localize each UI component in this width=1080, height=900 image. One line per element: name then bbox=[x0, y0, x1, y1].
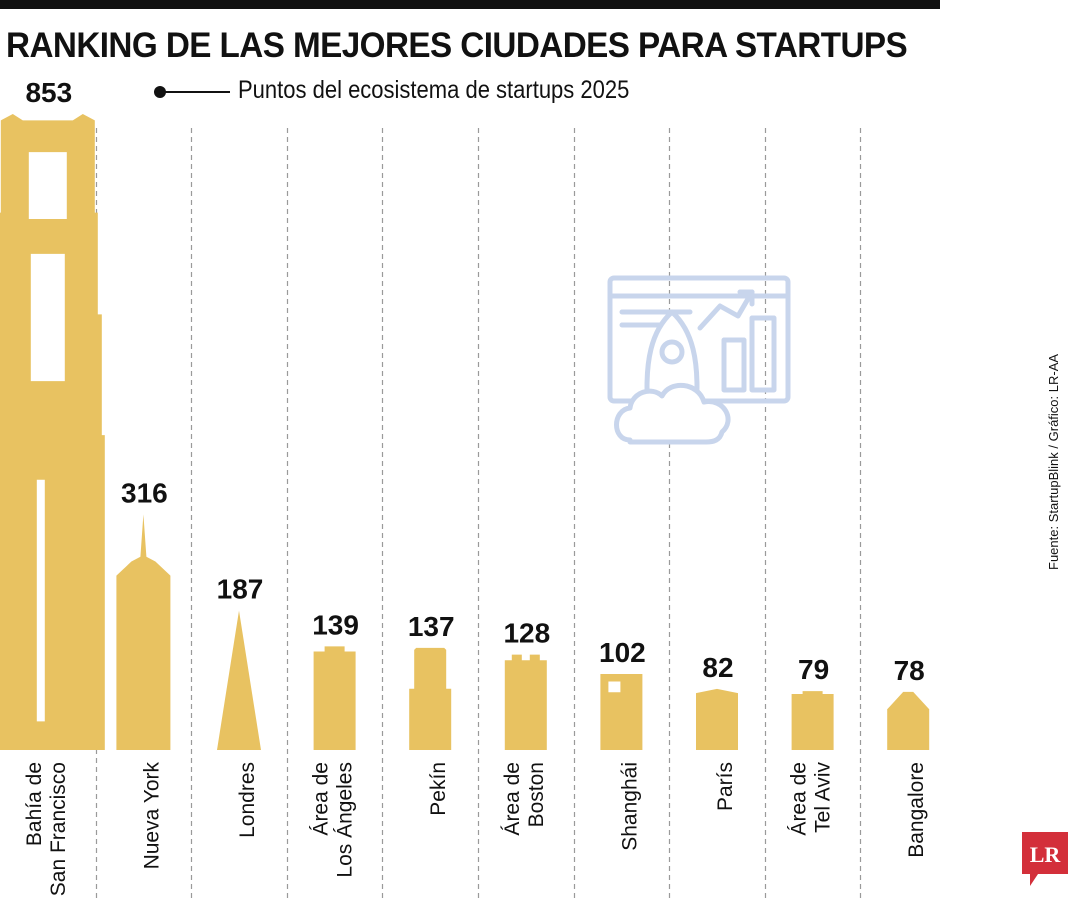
legend-line bbox=[164, 91, 230, 93]
category-label: Nueva York bbox=[140, 762, 163, 870]
category-label: Área deBoston bbox=[501, 762, 548, 836]
category-label: Pekín bbox=[427, 762, 450, 816]
bar bbox=[409, 647, 452, 750]
legend: Puntos del ecosistema de startups 2025 bbox=[0, 72, 760, 112]
startup-illustration bbox=[607, 275, 791, 445]
top-rule bbox=[0, 0, 940, 9]
category-label-line: Bangalore bbox=[905, 762, 928, 858]
category-label-line: Shanghái bbox=[618, 762, 641, 851]
legend-marker-icon bbox=[154, 86, 166, 98]
bar bbox=[887, 691, 930, 750]
chart-title: RANKING DE LAS MEJORES CIUDADES PARA STA… bbox=[6, 26, 908, 65]
category-label-line: Área de bbox=[501, 762, 524, 836]
category-label-line: Londres bbox=[236, 762, 259, 838]
category-label: Área deLos Ángeles bbox=[310, 762, 357, 878]
value-label: 187 bbox=[217, 574, 264, 605]
legend-label: Puntos del ecosistema de startups 2025 bbox=[238, 76, 630, 104]
category-label: Bangalore bbox=[905, 762, 928, 858]
value-label: 139 bbox=[312, 609, 359, 640]
bar bbox=[791, 691, 834, 750]
value-label: 137 bbox=[408, 611, 455, 642]
bar bbox=[504, 654, 547, 750]
category-label: Shanghái bbox=[618, 762, 641, 851]
bar bbox=[217, 610, 261, 750]
bar bbox=[600, 673, 643, 750]
category-label: Bahía deSan Francisco bbox=[23, 762, 70, 896]
category-label-line: Nueva York bbox=[140, 762, 163, 870]
lr-logo-icon: LR bbox=[1022, 832, 1068, 886]
value-label: 128 bbox=[503, 618, 550, 649]
column-dividers bbox=[95, 128, 862, 898]
category-label: París bbox=[714, 762, 737, 811]
category-labels: Bahía deSan Francisco Nueva York Londres Ár… bbox=[23, 762, 928, 897]
source-note: Fuente: StartupBlink / Gráfico: LR-AA bbox=[1046, 353, 1061, 570]
category-label-line: Pekín bbox=[427, 762, 450, 816]
category-label-line: Área de bbox=[310, 762, 333, 836]
value-label: 853 bbox=[25, 77, 72, 108]
bar bbox=[696, 688, 738, 750]
category-label-line: Los Ángeles bbox=[334, 762, 357, 878]
logo-text: LR bbox=[1030, 842, 1062, 867]
bars bbox=[0, 114, 930, 750]
category-label: Área deTel Aviv bbox=[788, 762, 835, 836]
category-label-line: Bahía de bbox=[23, 762, 46, 846]
value-label: 316 bbox=[121, 477, 168, 508]
category-label-line: Área de bbox=[788, 762, 811, 836]
value-label: 82 bbox=[702, 652, 733, 683]
cloud-icon bbox=[614, 382, 731, 445]
category-label-line: París bbox=[714, 762, 737, 811]
bar bbox=[0, 114, 105, 750]
category-label-line: Boston bbox=[525, 762, 548, 827]
category-label: Londres bbox=[236, 762, 259, 838]
value-labels: 853 316 187 139 137 128 102 82 79 78 bbox=[25, 77, 924, 686]
value-label: 102 bbox=[599, 637, 646, 668]
category-label-line: Tel Aviv bbox=[812, 762, 835, 833]
bar bbox=[313, 646, 356, 750]
bar bbox=[116, 514, 171, 750]
category-label-line: San Francisco bbox=[47, 762, 70, 896]
value-label: 78 bbox=[894, 655, 925, 686]
value-label: 79 bbox=[798, 654, 829, 685]
